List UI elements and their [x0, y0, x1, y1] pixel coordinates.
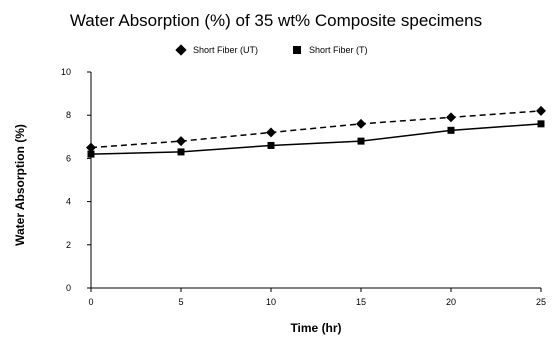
data-point-square	[177, 148, 185, 156]
legend-label-ut: Short Fiber (UT)	[193, 45, 258, 55]
x-tick-label: 20	[446, 297, 456, 307]
y-tick-label: 6	[66, 153, 71, 163]
data-point-diamond	[536, 105, 546, 116]
y-axis-title: Water Absorption (%)	[13, 124, 27, 246]
series-line-0	[90, 110, 542, 149]
data-point-diamond	[86, 142, 96, 153]
legend-item-ut: Short Fiber (UT)	[175, 44, 258, 56]
series-layer	[86, 105, 546, 158]
y-ticks: 0 2 4 6 8 10	[61, 67, 91, 293]
legend-label-t: Short Fiber (T)	[309, 45, 368, 55]
data-point-square	[87, 150, 95, 158]
legend-item-t: Short Fiber (T)	[293, 45, 368, 55]
y-tick-label: 2	[66, 240, 71, 250]
x-tick-label: 5	[178, 297, 183, 307]
data-point-diamond	[356, 118, 366, 129]
data-point-square	[447, 126, 455, 134]
y-tick-label: 8	[66, 110, 71, 120]
data-point-square	[537, 120, 545, 128]
series-line-1	[90, 123, 542, 155]
data-point-diamond	[266, 127, 276, 138]
legend-marker-diamond-icon	[175, 44, 187, 56]
data-point-square	[357, 137, 365, 145]
chart-title: Water Absorption (%) of 35 wt% Composite…	[70, 11, 482, 30]
data-point-diamond	[176, 136, 186, 147]
x-tick-label: 25	[536, 297, 546, 307]
x-tick-label: 15	[356, 297, 366, 307]
y-tick-label: 0	[66, 283, 71, 293]
x-axis-title: Time (hr)	[290, 321, 341, 335]
legend: Short Fiber (UT) Short Fiber (T)	[175, 44, 368, 56]
legend-marker-square-icon	[293, 46, 301, 54]
y-tick-label: 4	[66, 197, 71, 207]
x-ticks: 0 5 10 15 20 25	[88, 288, 546, 307]
data-point-square	[267, 141, 275, 149]
x-tick-label: 0	[88, 297, 93, 307]
data-point-diamond	[446, 112, 456, 123]
x-tick-label: 10	[266, 297, 276, 307]
y-tick-label: 10	[61, 67, 71, 77]
